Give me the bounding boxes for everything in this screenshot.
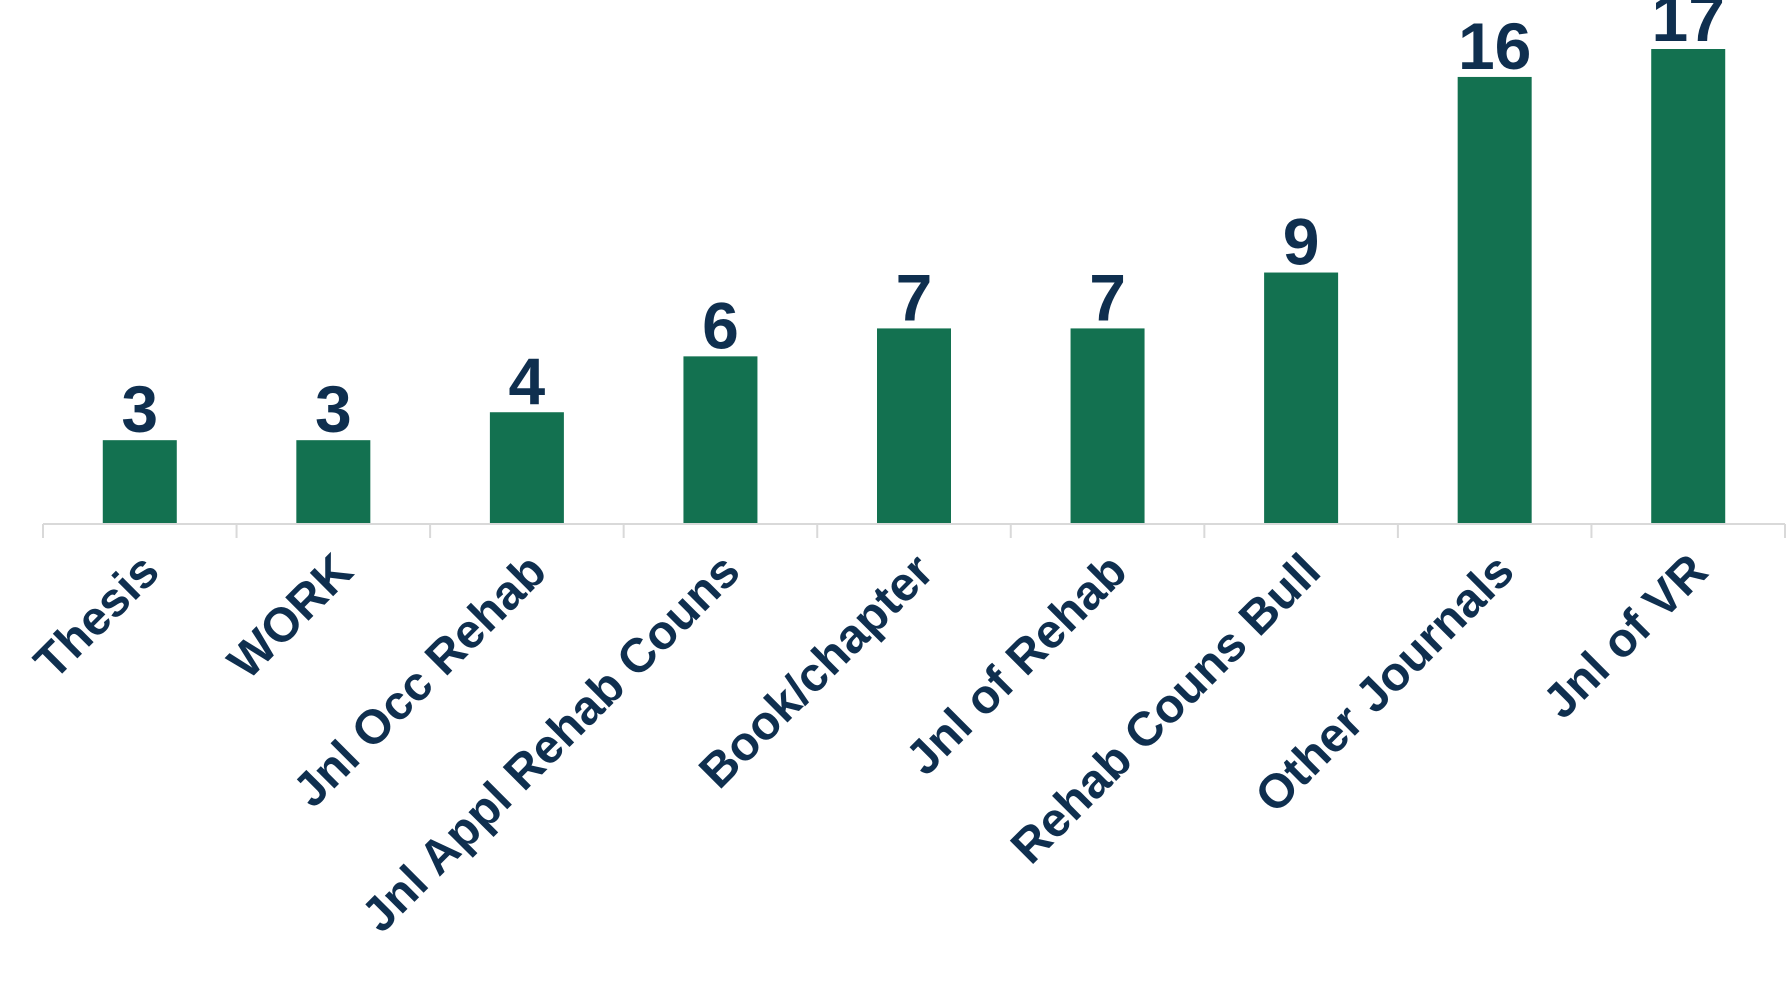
- bar-4: [877, 328, 951, 524]
- bar-5: [1071, 328, 1145, 524]
- value-label-3: 6: [702, 288, 739, 362]
- category-label-0: Thesis: [25, 544, 170, 689]
- category-label-1: WORK: [218, 544, 363, 689]
- bar-6: [1264, 273, 1338, 524]
- value-label-7: 16: [1458, 9, 1531, 83]
- bar-7: [1458, 77, 1532, 524]
- bar-1: [296, 440, 370, 524]
- value-label-0: 3: [121, 372, 158, 446]
- value-label-6: 9: [1283, 205, 1320, 279]
- value-label-2: 4: [509, 344, 546, 418]
- bar-0: [103, 440, 177, 524]
- bar-2: [490, 412, 564, 524]
- bar-8: [1651, 49, 1725, 524]
- x-axis: [43, 524, 1785, 538]
- value-label-5: 7: [1089, 260, 1126, 334]
- category-label-8: Jnl of VR: [1533, 544, 1718, 729]
- bar-3: [683, 356, 757, 524]
- value-label-8: 17: [1652, 0, 1725, 55]
- value-label-1: 3: [315, 372, 352, 446]
- category-label-3: Jnl Appl Rehab Couns: [352, 544, 750, 942]
- value-label-4: 7: [896, 260, 933, 334]
